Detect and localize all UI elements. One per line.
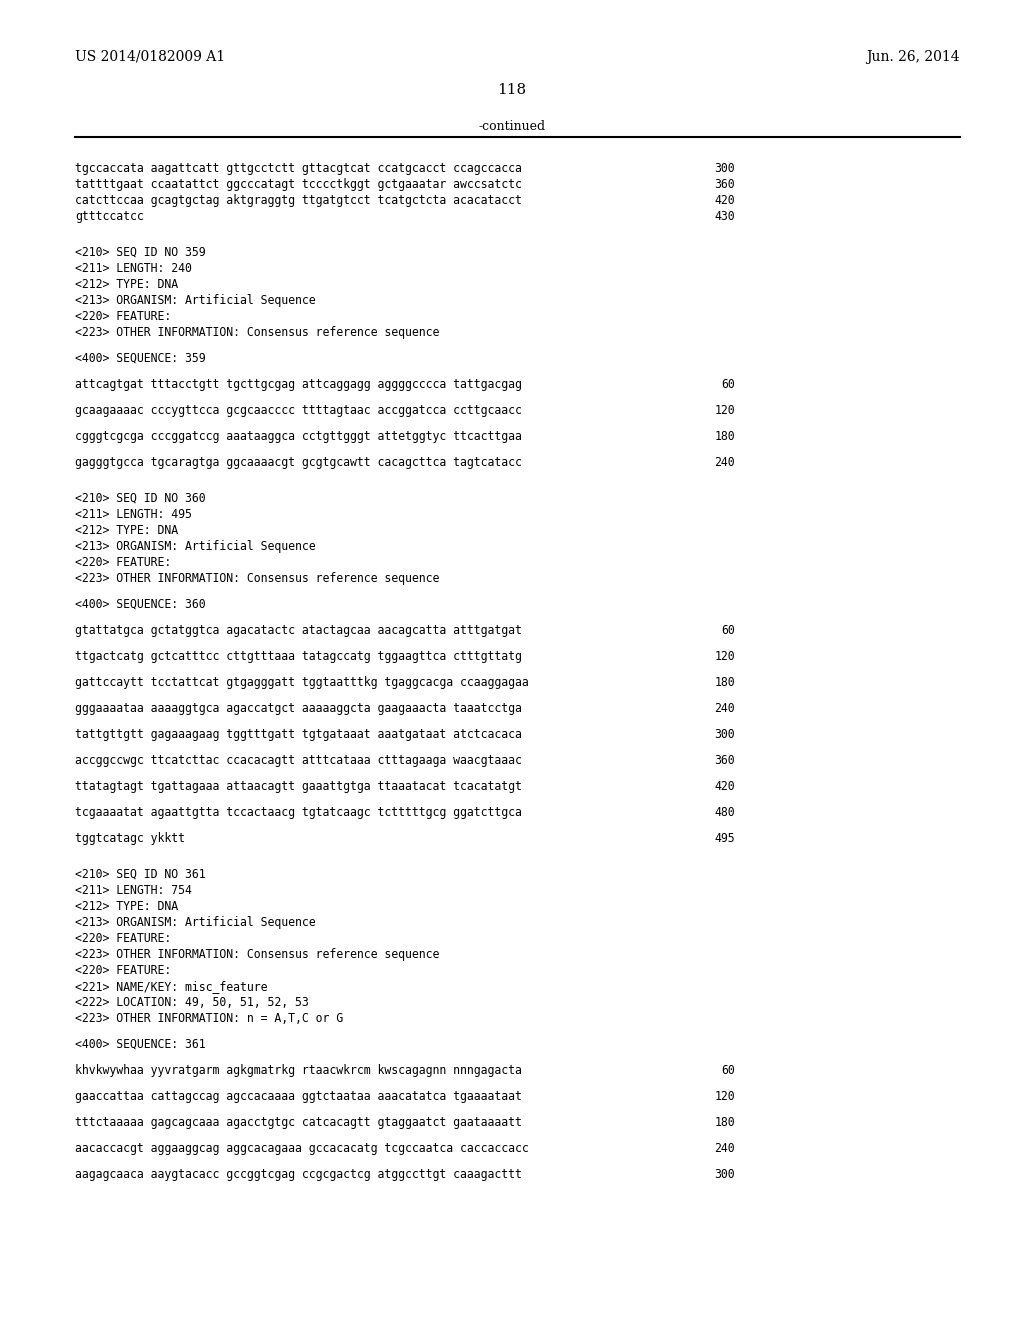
Text: 60: 60 xyxy=(721,378,735,391)
Text: 240: 240 xyxy=(715,702,735,715)
Text: <223> OTHER INFORMATION: Consensus reference sequence: <223> OTHER INFORMATION: Consensus refer… xyxy=(75,948,439,961)
Text: ttatagtagt tgattagaaa attaacagtt gaaattgtga ttaaatacat tcacatatgt: ttatagtagt tgattagaaa attaacagtt gaaattg… xyxy=(75,780,522,793)
Text: accggccwgc ttcatcttac ccacacagtt atttcataaa ctttagaaga waacgtaaac: accggccwgc ttcatcttac ccacacagtt atttcat… xyxy=(75,754,522,767)
Text: Jun. 26, 2014: Jun. 26, 2014 xyxy=(866,50,961,63)
Text: gtattatgca gctatggtca agacatactc atactagcaa aacagcatta atttgatgat: gtattatgca gctatggtca agacatactc atactag… xyxy=(75,624,522,638)
Text: 118: 118 xyxy=(498,83,526,96)
Text: 300: 300 xyxy=(715,162,735,176)
Text: tattgttgtt gagaaagaag tggtttgatt tgtgataaat aaatgataat atctcacaca: tattgttgtt gagaaagaag tggtttgatt tgtgata… xyxy=(75,729,522,741)
Text: 420: 420 xyxy=(715,194,735,207)
Text: <210> SEQ ID NO 361: <210> SEQ ID NO 361 xyxy=(75,869,206,880)
Text: 495: 495 xyxy=(715,832,735,845)
Text: tttctaaaaa gagcagcaaa agacctgtgc catcacagtt gtaggaatct gaataaaatt: tttctaaaaa gagcagcaaa agacctgtgc catcaca… xyxy=(75,1115,522,1129)
Text: gaaccattaa cattagccag agccacaaaa ggtctaataa aaacatatca tgaaaataat: gaaccattaa cattagccag agccacaaaa ggtctaa… xyxy=(75,1090,522,1104)
Text: 60: 60 xyxy=(721,624,735,638)
Text: gattccaytt tcctattcat gtgagggatt tggtaatttkg tgaggcacga ccaaggagaa: gattccaytt tcctattcat gtgagggatt tggtaat… xyxy=(75,676,528,689)
Text: ttgactcatg gctcatttcc cttgtttaaa tatagccatg tggaagttca ctttgttatg: ttgactcatg gctcatttcc cttgtttaaa tatagcc… xyxy=(75,649,522,663)
Text: gggaaaataa aaaaggtgca agaccatgct aaaaaggcta gaagaaacta taaatcctga: gggaaaataa aaaaggtgca agaccatgct aaaaagg… xyxy=(75,702,522,715)
Text: 60: 60 xyxy=(721,1064,735,1077)
Text: cgggtcgcga cccggatccg aaataaggca cctgttgggt attetggtyc ttcacttgaa: cgggtcgcga cccggatccg aaataaggca cctgttg… xyxy=(75,430,522,444)
Text: 420: 420 xyxy=(715,780,735,793)
Text: 480: 480 xyxy=(715,807,735,818)
Text: tgccaccata aagattcatt gttgcctctt gttacgtcat ccatgcacct ccagccacca: tgccaccata aagattcatt gttgcctctt gttacgt… xyxy=(75,162,522,176)
Text: <213> ORGANISM: Artificial Sequence: <213> ORGANISM: Artificial Sequence xyxy=(75,294,315,308)
Text: <223> OTHER INFORMATION: Consensus reference sequence: <223> OTHER INFORMATION: Consensus refer… xyxy=(75,572,439,585)
Text: <223> OTHER INFORMATION: n = A,T,C or G: <223> OTHER INFORMATION: n = A,T,C or G xyxy=(75,1012,343,1026)
Text: <220> FEATURE:: <220> FEATURE: xyxy=(75,310,171,323)
Text: <223> OTHER INFORMATION: Consensus reference sequence: <223> OTHER INFORMATION: Consensus refer… xyxy=(75,326,439,339)
Text: -continued: -continued xyxy=(478,120,546,133)
Text: catcttccaa gcagtgctag aktgraggtg ttgatgtcct tcatgctcta acacatacct: catcttccaa gcagtgctag aktgraggtg ttgatgt… xyxy=(75,194,522,207)
Text: gtttccatcc: gtttccatcc xyxy=(75,210,143,223)
Text: <220> FEATURE:: <220> FEATURE: xyxy=(75,932,171,945)
Text: 180: 180 xyxy=(715,676,735,689)
Text: <210> SEQ ID NO 360: <210> SEQ ID NO 360 xyxy=(75,492,206,506)
Text: gcaagaaaac cccygttcca gcgcaacccc ttttagtaac accggatcca ccttgcaacc: gcaagaaaac cccygttcca gcgcaacccc ttttagt… xyxy=(75,404,522,417)
Text: <400> SEQUENCE: 361: <400> SEQUENCE: 361 xyxy=(75,1038,206,1051)
Text: 180: 180 xyxy=(715,430,735,444)
Text: <400> SEQUENCE: 359: <400> SEQUENCE: 359 xyxy=(75,352,206,366)
Text: <221> NAME/KEY: misc_feature: <221> NAME/KEY: misc_feature xyxy=(75,979,267,993)
Text: 300: 300 xyxy=(715,729,735,741)
Text: <220> FEATURE:: <220> FEATURE: xyxy=(75,964,171,977)
Text: <211> LENGTH: 754: <211> LENGTH: 754 xyxy=(75,884,191,898)
Text: <400> SEQUENCE: 360: <400> SEQUENCE: 360 xyxy=(75,598,206,611)
Text: 360: 360 xyxy=(715,178,735,191)
Text: <212> TYPE: DNA: <212> TYPE: DNA xyxy=(75,524,178,537)
Text: 240: 240 xyxy=(715,1142,735,1155)
Text: <213> ORGANISM: Artificial Sequence: <213> ORGANISM: Artificial Sequence xyxy=(75,916,315,929)
Text: khvkwywhaa yyvratgarm agkgmatrkg rtaacwkrcm kwscagagnn nnngagacta: khvkwywhaa yyvratgarm agkgmatrkg rtaacwk… xyxy=(75,1064,522,1077)
Text: tcgaaaatat agaattgtta tccactaacg tgtatcaagc tctttttgcg ggatcttgca: tcgaaaatat agaattgtta tccactaacg tgtatca… xyxy=(75,807,522,818)
Text: tattttgaat ccaatattct ggcccatagt tcccctkggt gctgaaatar awccsatctc: tattttgaat ccaatattct ggcccatagt tcccctk… xyxy=(75,178,522,191)
Text: <213> ORGANISM: Artificial Sequence: <213> ORGANISM: Artificial Sequence xyxy=(75,540,315,553)
Text: <220> FEATURE:: <220> FEATURE: xyxy=(75,556,171,569)
Text: US 2014/0182009 A1: US 2014/0182009 A1 xyxy=(75,50,225,63)
Text: 180: 180 xyxy=(715,1115,735,1129)
Text: <211> LENGTH: 495: <211> LENGTH: 495 xyxy=(75,508,191,521)
Text: 240: 240 xyxy=(715,455,735,469)
Text: 120: 120 xyxy=(715,649,735,663)
Text: <210> SEQ ID NO 359: <210> SEQ ID NO 359 xyxy=(75,246,206,259)
Text: <222> LOCATION: 49, 50, 51, 52, 53: <222> LOCATION: 49, 50, 51, 52, 53 xyxy=(75,997,309,1008)
Text: 360: 360 xyxy=(715,754,735,767)
Text: 430: 430 xyxy=(715,210,735,223)
Text: attcagtgat tttacctgtt tgcttgcgag attcaggagg aggggcccca tattgacgag: attcagtgat tttacctgtt tgcttgcgag attcagg… xyxy=(75,378,522,391)
Text: <211> LENGTH: 240: <211> LENGTH: 240 xyxy=(75,261,191,275)
Text: aacaccacgt aggaaggcag aggcacagaaa gccacacatg tcgccaatca caccaccacc: aacaccacgt aggaaggcag aggcacagaaa gccaca… xyxy=(75,1142,528,1155)
Text: <212> TYPE: DNA: <212> TYPE: DNA xyxy=(75,279,178,290)
Text: tggtcatagc ykktt: tggtcatagc ykktt xyxy=(75,832,185,845)
Text: 300: 300 xyxy=(715,1168,735,1181)
Text: 120: 120 xyxy=(715,1090,735,1104)
Text: 120: 120 xyxy=(715,404,735,417)
Text: aagagcaaca aaygtacacc gccggtcgag ccgcgactcg atggccttgt caaagacttt: aagagcaaca aaygtacacc gccggtcgag ccgcgac… xyxy=(75,1168,522,1181)
Text: <212> TYPE: DNA: <212> TYPE: DNA xyxy=(75,900,178,913)
Text: gagggtgcca tgcaragtga ggcaaaacgt gcgtgcawtt cacagcttca tagtcatacc: gagggtgcca tgcaragtga ggcaaaacgt gcgtgca… xyxy=(75,455,522,469)
